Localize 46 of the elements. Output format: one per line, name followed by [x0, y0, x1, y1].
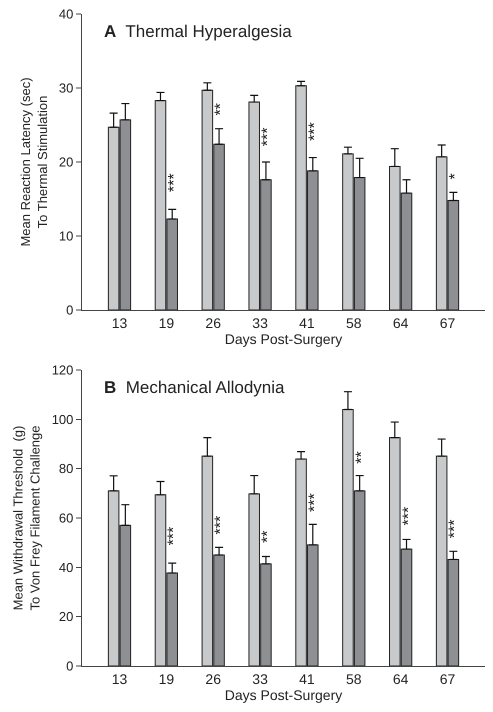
y-tick-label: 60: [58, 510, 74, 526]
y-tick-label: 100: [52, 412, 74, 427]
y-axis-title: Mean Withdrawal Threshold (g) To Von Frey Filament Challenge: [10, 426, 43, 610]
x-axis-title: Days Post-Surgery: [224, 331, 342, 348]
x-tick-label: 19: [158, 670, 174, 687]
x-tick-label: 58: [346, 670, 362, 687]
annotation: **: [212, 103, 230, 116]
y-tick-label: 40: [58, 560, 74, 575]
annotation: **: [353, 451, 370, 464]
y-tick-label: 10: [58, 228, 74, 244]
annotation: ***: [446, 520, 464, 538]
annotation: **: [260, 530, 277, 543]
x-tick-label: 67: [440, 314, 456, 331]
y-tick-label: 80: [58, 461, 74, 476]
annotation: ***: [166, 173, 184, 192]
y-tick-label: 0: [66, 302, 74, 318]
y-tick-label: 30: [58, 80, 74, 96]
y-tick-label: 120: [52, 362, 74, 378]
x-tick-label: 19: [158, 314, 174, 331]
y-tick-label: 20: [58, 609, 74, 624]
annotation: ***: [306, 122, 324, 141]
y-tick-label: 0: [66, 658, 74, 674]
text: B Mechanical Allodynia: [104, 378, 286, 397]
x-tick-label: 33: [252, 670, 268, 687]
x-tick-label: 67: [440, 670, 456, 687]
y-tick-label: 40: [58, 6, 74, 22]
x-tick-label: 26: [205, 314, 222, 331]
annotation: ***: [259, 128, 276, 146]
x-axis-title: Days Post-Surgery: [224, 687, 342, 704]
x-tick-label: 41: [299, 670, 315, 687]
x-tick-label: 33: [252, 314, 268, 331]
annotation: ***: [212, 516, 230, 534]
x-tick-label: 64: [392, 670, 409, 687]
annotation: ***: [400, 506, 418, 526]
y-tick-label: 20: [58, 154, 74, 170]
text: A Thermal Hyperalgesia: [104, 22, 292, 41]
annotation: *: [447, 173, 464, 180]
annotation: ***: [306, 493, 324, 512]
x-tick-label: 64: [392, 314, 409, 331]
annotation: ***: [166, 526, 183, 546]
x-tick-label: 58: [346, 314, 362, 331]
x-tick-label: 13: [112, 314, 128, 331]
x-tick-label: 41: [299, 314, 315, 331]
y-axis-title: Mean Reaction Latency (sec) To Thermal Stimulation: [18, 77, 50, 247]
x-tick-label: 13: [112, 670, 128, 687]
x-tick-label: 26: [205, 670, 222, 687]
